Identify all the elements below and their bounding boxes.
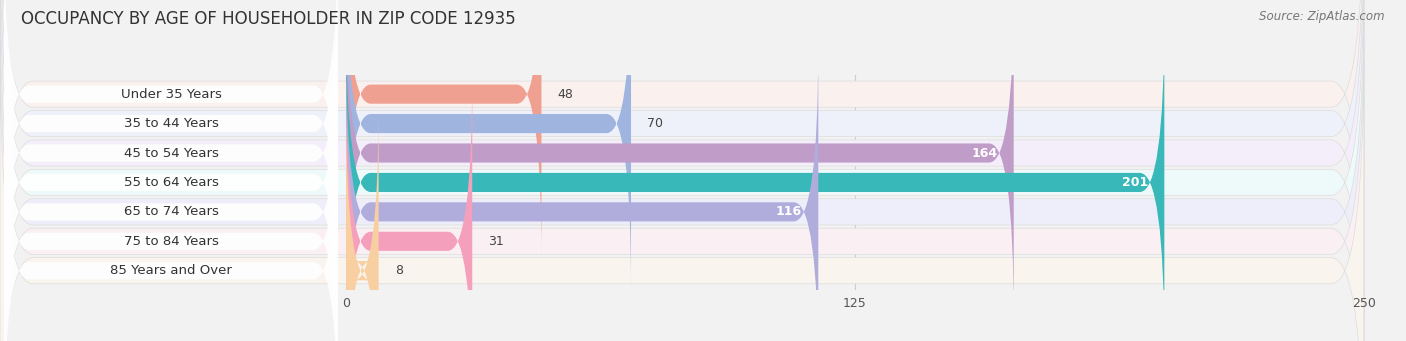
FancyBboxPatch shape [0,0,1364,316]
Text: 70: 70 [647,117,664,130]
Text: 116: 116 [776,205,801,218]
Text: 201: 201 [1122,176,1149,189]
Text: 85 Years and Over: 85 Years and Over [110,264,232,277]
Text: OCCUPANCY BY AGE OF HOUSEHOLDER IN ZIP CODE 12935: OCCUPANCY BY AGE OF HOUSEHOLDER IN ZIP C… [21,10,516,28]
Text: 8: 8 [395,264,404,277]
FancyBboxPatch shape [346,104,378,341]
FancyBboxPatch shape [0,0,1364,341]
Text: Under 35 Years: Under 35 Years [121,88,221,101]
FancyBboxPatch shape [4,14,337,341]
Text: 48: 48 [558,88,574,101]
FancyBboxPatch shape [346,74,472,341]
FancyBboxPatch shape [0,48,1364,341]
FancyBboxPatch shape [0,0,1364,341]
Text: 65 to 74 Years: 65 to 74 Years [124,205,218,218]
FancyBboxPatch shape [0,19,1364,341]
FancyBboxPatch shape [4,103,337,341]
FancyBboxPatch shape [346,0,1014,320]
FancyBboxPatch shape [4,0,337,262]
FancyBboxPatch shape [346,45,818,341]
Text: 55 to 64 Years: 55 to 64 Years [124,176,218,189]
Text: 45 to 54 Years: 45 to 54 Years [124,147,218,160]
FancyBboxPatch shape [346,0,541,261]
FancyBboxPatch shape [0,0,1364,341]
FancyBboxPatch shape [346,15,1164,341]
FancyBboxPatch shape [4,44,337,341]
Text: Source: ZipAtlas.com: Source: ZipAtlas.com [1260,10,1385,23]
Text: 164: 164 [972,147,997,160]
FancyBboxPatch shape [0,0,1364,341]
FancyBboxPatch shape [4,73,337,341]
Text: 31: 31 [488,235,505,248]
FancyBboxPatch shape [346,0,631,291]
Text: 75 to 84 Years: 75 to 84 Years [124,235,218,248]
FancyBboxPatch shape [4,0,337,292]
FancyBboxPatch shape [4,0,337,321]
Text: 35 to 44 Years: 35 to 44 Years [124,117,218,130]
